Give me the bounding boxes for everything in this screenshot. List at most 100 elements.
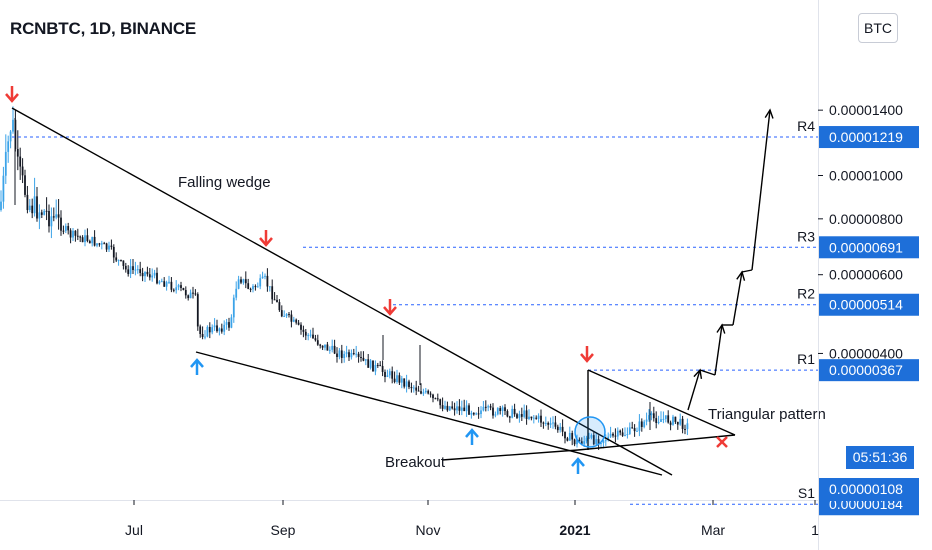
candle-body [684,428,686,430]
candle-body [91,236,94,244]
currency-button[interactable]: BTC [858,13,898,43]
candle-body [81,237,84,243]
candle-body [69,230,72,238]
candle-body [300,324,302,330]
candle-body [324,344,326,348]
candle-body [158,281,161,284]
candle-body [172,289,175,291]
level-price-label: 0.00000514 [829,297,903,313]
candle-body [633,428,636,432]
candle-body [48,211,50,227]
level-name-r1: R1 [797,351,815,367]
candle-body [434,398,437,400]
candle-body [180,285,182,289]
candle-body [268,286,271,288]
candle-body [206,326,209,337]
candle-body [333,345,336,354]
candle-body [160,281,163,283]
candle-body [280,310,283,317]
candle-body [482,406,485,411]
y-tick-label: 0.00000800 [829,211,903,227]
candle-body [319,344,322,346]
candle-body [223,324,226,332]
candle-body [528,416,530,419]
candle-body [40,212,43,215]
candle-body [463,407,466,412]
candle-body [98,243,101,245]
candle-body [19,156,22,167]
candle-body [650,413,653,416]
candle-body [235,288,238,298]
candle-body [669,422,672,425]
candle-body [357,353,360,358]
candle-body [208,326,211,333]
candle-body [367,359,370,368]
candle-body [168,281,170,283]
candle-body [415,387,418,391]
y-tick-label: 0.00000600 [829,267,903,283]
x-tick-label: Mar [701,522,725,538]
candle-body [501,407,504,412]
candle-body [52,216,55,218]
candle-body [348,352,350,358]
candle-body [583,441,586,444]
candle-body [256,286,259,288]
candle-body [189,292,192,299]
level-name-s1: S1 [798,485,815,501]
candle-body [508,416,511,418]
candle-body [182,288,185,291]
candle-body [312,334,314,339]
x-tick-label: Sep [271,522,296,538]
candle-body [552,422,554,424]
candle-body [309,334,312,336]
candle-body [352,353,355,355]
candle-body [564,431,566,439]
candle-body [571,432,574,440]
candle-body [163,281,166,287]
blue-up-arrow-icon [571,457,585,474]
wedge-upper-line [11,107,673,476]
candle-body [136,269,139,271]
candle-body [398,375,401,383]
candle-body [276,299,278,303]
candle-body [595,439,598,445]
candle-body [108,245,110,250]
candle-body [412,387,415,389]
candle-body [405,381,408,387]
candle-body [624,434,626,436]
candle-body [396,375,398,382]
candle-body [112,246,115,258]
candle-body [621,432,624,436]
candle-body [175,287,178,291]
candle-body [153,272,156,276]
candle-body [74,230,77,236]
candle-body [590,435,593,438]
candle-body [681,418,684,429]
candle-body [124,265,127,270]
candle-body [573,439,576,445]
level-price-badge [819,126,919,149]
wedge-lower-line [195,351,663,476]
candle-body [129,266,132,275]
candle-body [494,414,497,416]
price-level-lines: R4 0.00001219 R3 0.00000691 R2 0.00000514 R1 0.… [12,118,919,516]
candle-body [513,408,516,415]
candle-body [470,412,473,415]
candle-body [204,336,206,338]
candle-body [120,260,122,262]
candle-body [686,423,689,430]
candle-body [520,414,523,417]
x-tick-label: 1 [811,522,819,538]
candle-body [295,319,298,323]
candle-body [662,418,665,420]
time-axis: Jul Sep Nov 2021 Mar 1 [0,500,819,538]
blue-up-arrow-icon [190,358,204,375]
candle-body [640,421,643,427]
candle-body [292,319,295,322]
candle-body [381,366,384,372]
candle-body [328,349,331,351]
candle-body [237,279,240,289]
candle-body [566,438,569,441]
candle-body [105,243,108,250]
